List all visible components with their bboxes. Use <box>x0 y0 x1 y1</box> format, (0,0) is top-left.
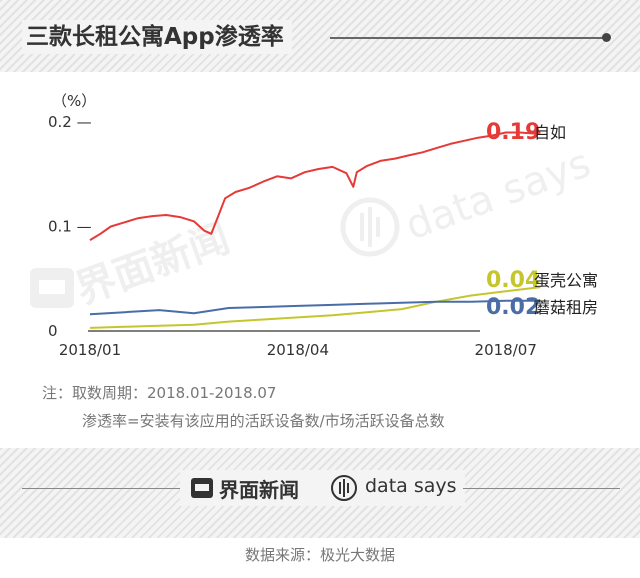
y-tick-label: 0.2 — <box>48 113 92 131</box>
period-note: 注：取数周期：2018.01-2018.07 <box>42 384 277 402</box>
title-rule <box>330 37 606 39</box>
series-line <box>89 299 541 316</box>
y-tick-label: 0.1 — <box>48 218 92 236</box>
series-line <box>89 131 541 241</box>
watermark-brand-cn: 界面新闻 <box>70 215 236 313</box>
brand-name-cn: 界面新闻 <box>219 478 299 502</box>
series-end-value: 0.19 <box>486 120 540 145</box>
title-dot <box>602 33 611 42</box>
x-tick-label: 2018/07 <box>475 341 537 359</box>
y-axis-unit: （%） <box>52 92 96 110</box>
brand-block <box>180 470 465 506</box>
chart-area: 界面新闻 data says （%） 00.1 —0.2 — 2018/01 20… <box>30 92 598 359</box>
x-ticks: 2018/01 2018/04 2018/07 <box>59 341 537 359</box>
series-name: 蛋壳公寓 <box>534 271 598 290</box>
data-says-logo-icon <box>331 475 357 501</box>
watermark-brand-en: data says <box>400 140 597 249</box>
brand-rule-right <box>463 488 620 489</box>
chart-title: 三款长租公寓App渗透率 <box>22 20 292 54</box>
series-line <box>89 286 541 329</box>
data-says-logo-watermark <box>340 197 400 257</box>
definition-note: 渗透率=安装有该应用的活跃设备数/市场活跃设备总数 <box>82 412 445 430</box>
x-tick-label: 2018/01 <box>59 341 121 359</box>
data-source: 数据来源：极光大数据 <box>244 546 395 564</box>
series-name: 自如 <box>534 123 566 142</box>
series-end-value: 0.02 <box>486 295 540 320</box>
jiemian-logo-icon <box>191 478 213 498</box>
series-name: 蘑菇租房 <box>534 298 598 317</box>
brand-rule-left <box>22 488 182 489</box>
y-ticks: 0 0.1 — 0.2 — <box>48 113 92 340</box>
x-tick-label: 2018/04 <box>267 341 329 359</box>
series-lines <box>89 131 541 329</box>
jiemian-logo-watermark <box>30 268 74 308</box>
brand-row: 界面新闻 data says <box>0 468 640 508</box>
y-tick-label: 0 <box>48 322 58 340</box>
brand-name-en: data says <box>365 475 457 497</box>
series-end-value: 0.04 <box>486 268 540 293</box>
